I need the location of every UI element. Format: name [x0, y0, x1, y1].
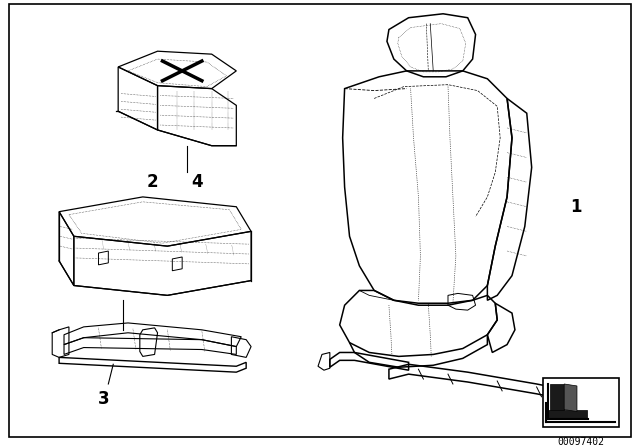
Polygon shape [550, 384, 564, 409]
Text: 3: 3 [97, 390, 109, 408]
Text: 4: 4 [191, 173, 203, 191]
Polygon shape [548, 409, 587, 419]
Polygon shape [564, 384, 577, 412]
Text: 00097402: 00097402 [557, 437, 604, 447]
Text: 1: 1 [570, 198, 582, 216]
Text: 2: 2 [147, 173, 159, 191]
Bar [543, 378, 620, 427]
